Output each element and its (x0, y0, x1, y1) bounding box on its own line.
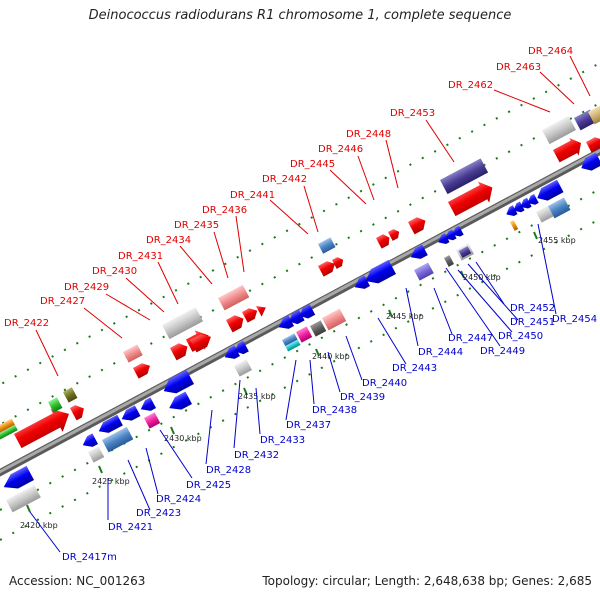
gene-label: DR_2438 (312, 405, 357, 416)
leader-lines-top (35, 55, 591, 377)
gene-label: DR_2421 (108, 522, 153, 533)
gene-label: DR_2428 (206, 465, 251, 476)
gene-label: DR_2432 (234, 450, 279, 461)
gene-label: DR_2442 (262, 174, 307, 185)
svg-text:2425 kbp: 2425 kbp (92, 477, 130, 486)
gene-label: DR_2437 (286, 420, 331, 431)
scale-tick: 2420 kbp (20, 504, 58, 530)
gene-label: DR_2452 (510, 303, 555, 314)
gene-glyphs (0, 105, 600, 513)
chromosome-backbone (0, 147, 600, 477)
svg-text:2430 kbp: 2430 kbp (164, 434, 202, 443)
gene-label: DR_2425 (186, 480, 231, 491)
gene-label: DR_2435 (174, 220, 219, 231)
gene-label: DR_2448 (346, 129, 391, 140)
gene-label: DR_2444 (418, 347, 463, 358)
gene-label: DR_2454 (552, 314, 597, 325)
gene-label: DR_2462 (448, 80, 493, 91)
gene-label: DR_2450 (498, 331, 543, 342)
gene-label: DR_2451 (510, 317, 555, 328)
gene-label: DR_2417m (62, 552, 117, 563)
scale-tick: 2425 kbp (92, 465, 130, 486)
gene-label: DR_2431 (118, 251, 163, 262)
svg-text:2445 kbp: 2445 kbp (386, 312, 424, 321)
gene-label: DR_2430 (92, 266, 137, 277)
gene-label: DR_2440 (362, 378, 407, 389)
scale-tick: 2430 kbp (164, 426, 202, 443)
genome-summary: Topology: circular; Length: 2,648,638 bp… (262, 574, 592, 588)
gene-label: DR_2434 (146, 235, 191, 246)
gene-label: DR_2436 (202, 205, 247, 216)
gene-label: DR_2446 (318, 144, 363, 155)
gene-label: DR_2429 (64, 282, 109, 293)
leader-lines-bottom (29, 223, 557, 553)
gene-label: DR_2449 (480, 346, 525, 357)
gene-labels-top: DR_2422 DR_2427 DR_2429 DR_2430 DR_2431 … (4, 46, 573, 329)
gene-labels-bottom: DR_2417m DR_2421 DR_2423 DR_2424 DR_2425… (62, 303, 597, 563)
gene-label: DR_2427 (40, 296, 85, 307)
svg-text:2455 kbp: 2455 kbp (538, 236, 576, 245)
accession-number: Accession: NC_001263 (9, 574, 146, 588)
scale-tick: 2445 kbp (386, 309, 424, 321)
gene-label: DR_2423 (136, 508, 181, 519)
gene-label: DR_2463 (496, 62, 541, 73)
track-guides (0, 62, 600, 541)
svg-text:2420 kbp: 2420 kbp (20, 521, 58, 530)
map-title: Deinococcus radiodurans R1 chromosome 1,… (88, 8, 512, 23)
gene-label: DR_2433 (260, 435, 305, 446)
scale-tick: 2455 kbp (533, 231, 576, 245)
gene-label: DR_2445 (290, 159, 335, 170)
gene-label: DR_2441 (230, 190, 275, 201)
gene-label: DR_2453 (390, 108, 435, 119)
scale-tick: 2440 kbp (312, 348, 350, 361)
gene-label: DR_2422 (4, 318, 49, 329)
gene-label: DR_2447 (448, 333, 493, 344)
gene-label: DR_2443 (392, 363, 437, 374)
svg-text:2450 kbp: 2450 kbp (463, 273, 501, 282)
gene-label: DR_2424 (156, 494, 201, 505)
gene-label: DR_2464 (528, 46, 573, 57)
gene-label: DR_2439 (340, 392, 385, 403)
svg-text:2440 kbp: 2440 kbp (312, 352, 350, 361)
